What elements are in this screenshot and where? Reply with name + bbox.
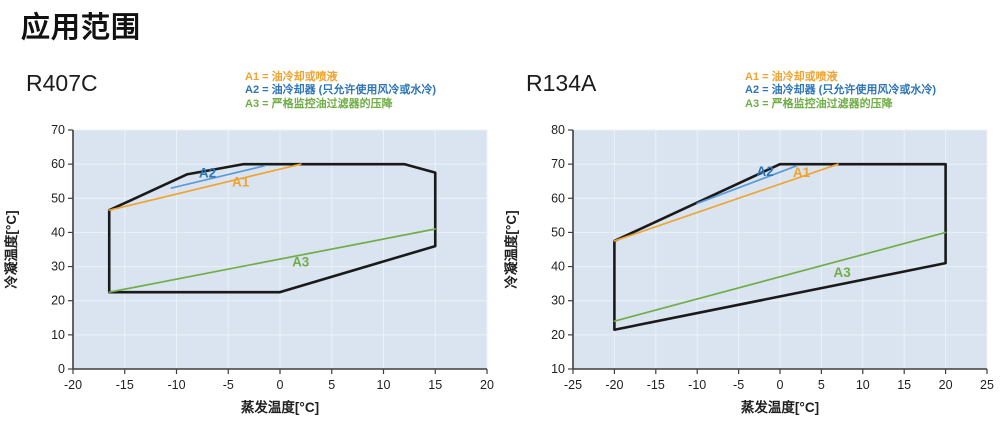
svg-text:20: 20 — [51, 294, 65, 308]
svg-text:10: 10 — [856, 378, 870, 392]
legend-item-a2: A2 = 油冷却器 (只允许使用风冷或水冷) — [245, 84, 436, 97]
svg-text:0: 0 — [277, 378, 284, 392]
x-axis-title: 蒸发温度[°C] — [241, 399, 319, 415]
chart-canvas-r134a: A1 A2 A3 -25 -20 -15 -10 -5 0 5 10 15 20 25 10 20 30 40 50… — [500, 120, 1000, 441]
svg-text:-10: -10 — [167, 378, 185, 392]
legend-item-a1: A1 = 油冷却或喷液 — [245, 71, 338, 83]
chart-svg-r134a: A1 A2 A3 -25 -20 -15 -10 -5 0 5 10 15 20 25 10 20 30 40 50… — [503, 123, 994, 415]
svg-text:0: 0 — [777, 378, 784, 392]
chart-svg-r407c: A1 A2 A3 -20 -15 -10 -5 0 5 10 15 20 0 10 20 30 40 50 60 70… — [3, 123, 494, 415]
series-a1-label: A1 — [793, 165, 811, 180]
svg-text:50: 50 — [551, 225, 565, 239]
y-axis-title: 冷凝温度[°C] — [3, 210, 19, 288]
svg-text:30: 30 — [551, 294, 565, 308]
svg-text:10: 10 — [377, 378, 391, 392]
series-a1-label: A1 — [232, 174, 250, 189]
svg-text:50: 50 — [51, 191, 65, 205]
application-envelope — [613, 162, 947, 332]
svg-text:20: 20 — [480, 378, 494, 392]
svg-text:-5: -5 — [733, 378, 744, 392]
svg-text:-15: -15 — [647, 378, 665, 392]
tick-marks — [568, 129, 988, 374]
svg-text:10: 10 — [51, 328, 65, 342]
series-a3-label: A3 — [292, 255, 310, 270]
series-a2-label: A2 — [199, 165, 216, 180]
svg-text:25: 25 — [980, 378, 994, 392]
series-a3-line — [613, 231, 947, 323]
svg-text:5: 5 — [328, 378, 335, 392]
svg-text:-15: -15 — [116, 378, 134, 392]
series-a2-line — [170, 164, 266, 189]
svg-text:5: 5 — [818, 378, 825, 392]
x-axis-title: 蒸发温度[°C] — [741, 399, 819, 415]
svg-text:-10: -10 — [688, 378, 706, 392]
gridlines — [73, 129, 488, 369]
svg-text:40: 40 — [51, 225, 65, 239]
tick-labels: -20 -15 -10 -5 0 5 10 15 20 0 10 20 30 40 50 60 70 — [51, 123, 494, 392]
tick-marks — [68, 129, 488, 374]
legend-item-a3: A3 = 严格监控油过滤器的压降 — [745, 97, 893, 110]
chart-canvas-r407c: A1 A2 A3 -20 -15 -10 -5 0 5 10 15 20 0 10 20 30 40 50 60 70… — [0, 120, 500, 441]
legend-item-a3: A3 = 严格监控油过滤器的压降 — [245, 97, 393, 110]
chart-title-r407c: R407C — [26, 70, 98, 96]
svg-text:-20: -20 — [605, 378, 623, 392]
svg-text:70: 70 — [51, 123, 65, 137]
svg-text:80: 80 — [551, 123, 565, 137]
application-envelope — [107, 162, 437, 294]
svg-text:-25: -25 — [564, 378, 582, 392]
y-axis-title: 冷凝温度[°C] — [503, 210, 519, 288]
chart-section-r134a: R134A A1 = 油冷却或喷液 A2 = 油冷却器 (只允许使用风冷或水冷) A… — [500, 0, 1000, 441]
svg-text:60: 60 — [51, 157, 65, 171]
svg-text:10: 10 — [551, 362, 565, 376]
page-title: 应用范围 — [21, 12, 142, 44]
series-a3-line — [108, 228, 437, 294]
svg-text:40: 40 — [551, 260, 565, 274]
series-a1-line — [613, 163, 839, 242]
series-a3-label: A3 — [833, 265, 851, 280]
svg-text:-5: -5 — [223, 378, 234, 392]
chart-title-r134a: R134A — [526, 70, 597, 96]
legend-r134a: A1 = 油冷却或喷液 A2 = 油冷却器 (只允许使用风冷或水冷) A3 = 严格… — [745, 71, 936, 111]
tick-labels: -25 -20 -15 -10 -5 0 5 10 15 20 25 10 20 30 40 50 60 70 80 — [551, 123, 994, 392]
svg-text:70: 70 — [551, 157, 565, 171]
svg-text:15: 15 — [428, 378, 442, 392]
legend-r407c: A1 = 油冷却或喷液 A2 = 油冷却器 (只允许使用风冷或水冷) A3 = 严格… — [245, 71, 436, 111]
svg-text:30: 30 — [51, 260, 65, 274]
svg-text:20: 20 — [939, 378, 953, 392]
series-a1-line — [108, 163, 302, 212]
chart-section-r407c: R407C A1 = 油冷却或喷液 A2 = 油冷却器 (只允许使用风冷或水冷) A… — [0, 0, 500, 441]
svg-text:-20: -20 — [64, 378, 82, 392]
svg-text:15: 15 — [897, 378, 911, 392]
series-a2-label: A2 — [756, 164, 773, 179]
legend-item-a1: A1 = 油冷却或喷液 — [745, 71, 838, 83]
series-a2-line — [696, 164, 798, 205]
legend-item-a2: A2 = 油冷却器 (只允许使用风冷或水冷) — [745, 84, 936, 97]
svg-text:20: 20 — [551, 328, 565, 342]
svg-text:60: 60 — [551, 191, 565, 205]
gridlines — [573, 129, 988, 369]
svg-text:0: 0 — [58, 362, 65, 376]
